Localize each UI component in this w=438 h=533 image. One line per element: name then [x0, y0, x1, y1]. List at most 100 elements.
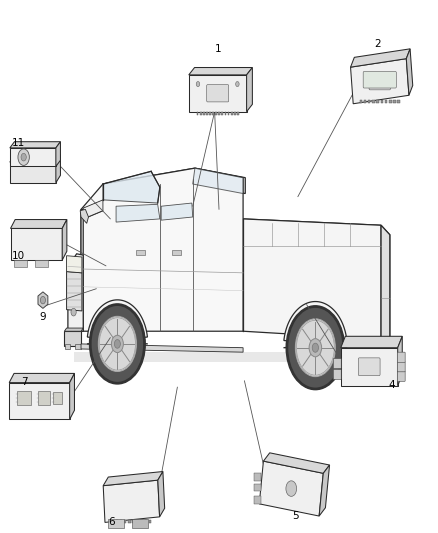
FancyBboxPatch shape	[369, 72, 390, 90]
Bar	[393, 100, 396, 103]
Polygon shape	[283, 302, 347, 348]
Bar	[120, 520, 122, 523]
Polygon shape	[87, 300, 148, 344]
Polygon shape	[189, 68, 252, 75]
Bar	[385, 100, 387, 103]
Polygon shape	[103, 472, 163, 486]
Bar	[372, 100, 374, 103]
Polygon shape	[341, 336, 402, 348]
Polygon shape	[263, 453, 329, 473]
FancyBboxPatch shape	[397, 352, 405, 362]
Circle shape	[21, 154, 26, 161]
Polygon shape	[81, 344, 243, 352]
Bar	[381, 100, 383, 103]
Circle shape	[196, 82, 200, 87]
Polygon shape	[161, 203, 193, 220]
Circle shape	[309, 338, 321, 357]
Polygon shape	[75, 344, 81, 349]
Text: 9: 9	[39, 312, 46, 322]
Circle shape	[111, 335, 124, 352]
Circle shape	[90, 304, 145, 383]
Bar	[145, 520, 147, 523]
Bar	[360, 100, 362, 103]
Polygon shape	[64, 328, 83, 331]
Bar	[234, 112, 236, 115]
Polygon shape	[10, 155, 60, 162]
Polygon shape	[350, 49, 410, 67]
FancyBboxPatch shape	[397, 371, 405, 381]
Text: 5: 5	[292, 511, 299, 521]
Circle shape	[286, 481, 297, 496]
Polygon shape	[81, 168, 243, 331]
Polygon shape	[10, 148, 56, 166]
Bar	[218, 112, 220, 115]
FancyBboxPatch shape	[53, 392, 62, 404]
Bar	[397, 100, 400, 103]
Text: 7: 7	[21, 377, 28, 387]
Bar	[132, 520, 135, 523]
Bar	[212, 112, 214, 115]
Polygon shape	[70, 374, 74, 419]
Bar	[389, 100, 392, 103]
FancyBboxPatch shape	[108, 519, 124, 528]
Polygon shape	[189, 75, 247, 112]
Bar	[376, 100, 379, 103]
Polygon shape	[341, 348, 398, 386]
Polygon shape	[65, 344, 70, 349]
Circle shape	[71, 309, 76, 316]
Circle shape	[114, 340, 120, 348]
Polygon shape	[64, 331, 81, 346]
Bar	[124, 520, 127, 523]
Polygon shape	[67, 256, 82, 273]
Circle shape	[312, 343, 318, 352]
Text: 2: 2	[374, 39, 381, 50]
Polygon shape	[83, 200, 103, 219]
Bar	[206, 112, 208, 115]
Bar	[215, 112, 217, 115]
FancyBboxPatch shape	[358, 358, 380, 376]
Polygon shape	[56, 142, 60, 166]
Polygon shape	[259, 461, 323, 516]
Bar	[209, 112, 211, 115]
Bar	[228, 112, 230, 115]
Bar	[148, 520, 151, 523]
Polygon shape	[193, 168, 243, 193]
Bar	[237, 112, 239, 115]
FancyBboxPatch shape	[17, 391, 31, 405]
Polygon shape	[350, 59, 409, 104]
Bar	[254, 483, 261, 491]
FancyBboxPatch shape	[38, 391, 49, 405]
Circle shape	[236, 82, 239, 87]
Polygon shape	[11, 229, 62, 260]
Bar	[128, 520, 131, 523]
Bar	[200, 112, 201, 115]
Polygon shape	[62, 220, 67, 260]
Bar	[221, 112, 223, 115]
Text: 11: 11	[12, 138, 25, 148]
Polygon shape	[68, 254, 83, 331]
Bar	[254, 473, 261, 481]
Circle shape	[296, 319, 336, 377]
Polygon shape	[9, 383, 70, 419]
Bar	[116, 520, 118, 523]
FancyBboxPatch shape	[132, 519, 148, 528]
Polygon shape	[10, 162, 56, 183]
Polygon shape	[103, 480, 159, 522]
Polygon shape	[74, 352, 381, 362]
Polygon shape	[383, 340, 392, 346]
Polygon shape	[406, 49, 413, 95]
Bar	[368, 100, 371, 103]
FancyBboxPatch shape	[333, 359, 341, 369]
Polygon shape	[398, 336, 402, 386]
Bar	[225, 112, 226, 115]
Polygon shape	[103, 168, 245, 200]
FancyBboxPatch shape	[333, 369, 341, 379]
Bar	[141, 520, 143, 523]
Polygon shape	[243, 219, 381, 247]
Text: 4: 4	[389, 380, 396, 390]
Polygon shape	[9, 374, 74, 383]
Polygon shape	[68, 209, 103, 331]
Polygon shape	[80, 209, 88, 223]
Circle shape	[18, 149, 29, 165]
Bar	[254, 496, 261, 504]
